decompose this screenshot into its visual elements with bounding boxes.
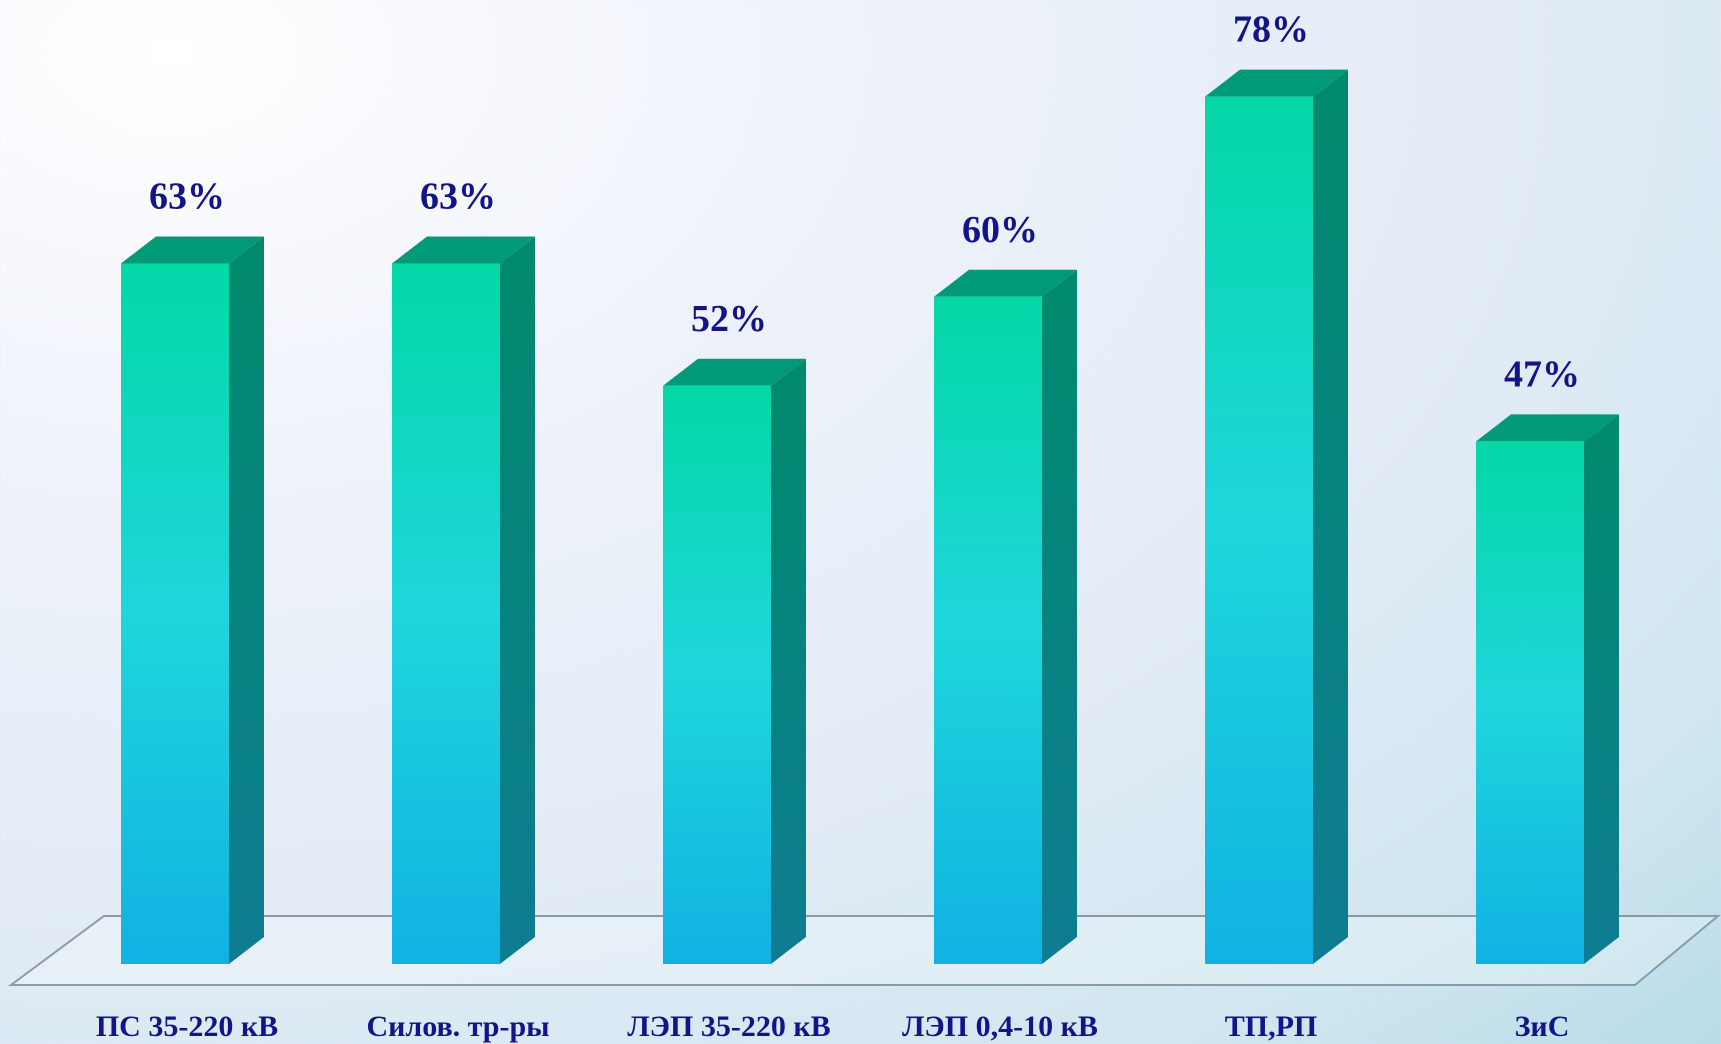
value-label: 60%	[962, 209, 1038, 251]
x-tick-label: Силов. тр-ры	[366, 1010, 549, 1043]
bar	[121, 236, 264, 964]
bar	[934, 269, 1077, 964]
bar-front	[392, 263, 500, 964]
bar-side	[229, 236, 264, 964]
x-tick-label: ЛЭП 35-220 кВ	[627, 1010, 830, 1043]
x-tick-label: ЛЭП 0,4-10 кВ	[902, 1010, 1098, 1043]
bar-side	[1313, 69, 1348, 964]
floor	[7, 915, 1721, 986]
bar-front	[121, 263, 229, 964]
value-label: 52%	[691, 298, 767, 340]
value-label: 63%	[149, 175, 225, 217]
bar-side	[1042, 269, 1077, 964]
value-label: 47%	[1504, 353, 1580, 395]
value-label: 63%	[420, 175, 496, 217]
x-tick-label: ЗиС	[1515, 1010, 1570, 1043]
bar-side	[1584, 414, 1619, 964]
bar-top	[663, 358, 806, 386]
bar	[1476, 414, 1619, 964]
bar-top	[1476, 414, 1619, 442]
bar-top	[934, 269, 1077, 297]
x-tick-label: ТП,РП	[1225, 1010, 1318, 1043]
bar	[663, 358, 806, 964]
x-tick-label: ПС 35-220 кВ	[96, 1010, 278, 1043]
bar-side	[771, 358, 806, 964]
bar	[392, 236, 535, 964]
bar-front	[1476, 441, 1584, 964]
bar-side	[500, 236, 535, 964]
bar-top	[121, 236, 264, 264]
bar-top	[392, 236, 535, 264]
value-label: 78%	[1233, 9, 1309, 51]
bar	[1205, 69, 1348, 964]
bar-front	[934, 296, 1042, 964]
bar-front	[1205, 96, 1313, 964]
bar-front	[663, 385, 771, 964]
bar-top	[1205, 69, 1348, 97]
